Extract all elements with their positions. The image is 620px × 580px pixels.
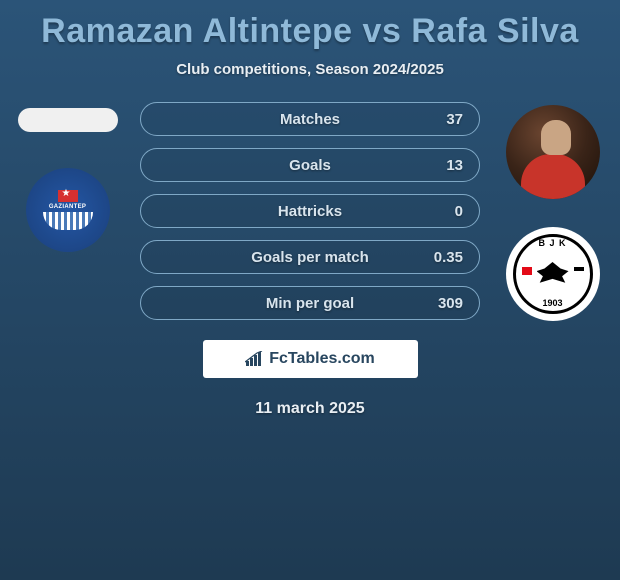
- club-right-year: 1903: [542, 298, 562, 308]
- club-left-stripes-icon: [43, 212, 93, 230]
- stat-right-value: 309: [438, 295, 463, 312]
- club-left-flag-icon: [58, 190, 78, 202]
- club-left-label: GAZIANTEP: [43, 204, 93, 210]
- stat-label: Matches: [280, 111, 340, 128]
- date-label: 11 march 2025: [0, 400, 620, 418]
- brand-box[interactable]: FcTables.com: [203, 340, 418, 378]
- brand-text: FcTables.com: [269, 350, 375, 368]
- stat-row: Goals 13: [140, 148, 480, 182]
- stat-row: Hattricks 0: [140, 194, 480, 228]
- turkish-flag-icon: [522, 267, 532, 275]
- club-right-badge: B J K 1903: [506, 227, 600, 321]
- player-right-avatar: [506, 105, 600, 199]
- stat-row: Goals per match 0.35: [140, 240, 480, 274]
- player-left-avatar: [18, 108, 118, 132]
- page-title: Ramazan Altintepe vs Rafa Silva: [0, 0, 620, 51]
- bw-flag-icon: [574, 267, 584, 275]
- stat-label: Min per goal: [266, 295, 354, 312]
- comparison-area: GAZIANTEP B J K 1903 Matches 37: [0, 100, 620, 330]
- stat-row: Min per goal 309: [140, 286, 480, 320]
- player-right-column: B J K 1903: [485, 100, 620, 321]
- stat-label: Goals per match: [251, 249, 369, 266]
- player-left-column: GAZIANTEP: [0, 100, 135, 252]
- subtitle: Club competitions, Season 2024/2025: [0, 61, 620, 78]
- stat-right-value: 0: [455, 203, 463, 220]
- stat-right-value: 37: [446, 111, 463, 128]
- stat-label: Goals: [289, 157, 331, 174]
- club-right-inner: B J K 1903: [513, 234, 593, 314]
- stat-row: Matches 37: [140, 102, 480, 136]
- club-left-inner: GAZIANTEP: [43, 190, 93, 230]
- club-left-badge: GAZIANTEP: [26, 168, 110, 252]
- eagle-icon: [537, 262, 569, 288]
- bar-chart-icon: [245, 351, 263, 367]
- stat-right-value: 13: [446, 157, 463, 174]
- stat-right-value: 0.35: [434, 249, 463, 266]
- stat-label: Hattricks: [278, 203, 342, 220]
- club-right-top-text: B J K: [538, 238, 566, 248]
- stats-list: Matches 37 Goals 13 Hattricks 0 Goals pe…: [140, 100, 480, 320]
